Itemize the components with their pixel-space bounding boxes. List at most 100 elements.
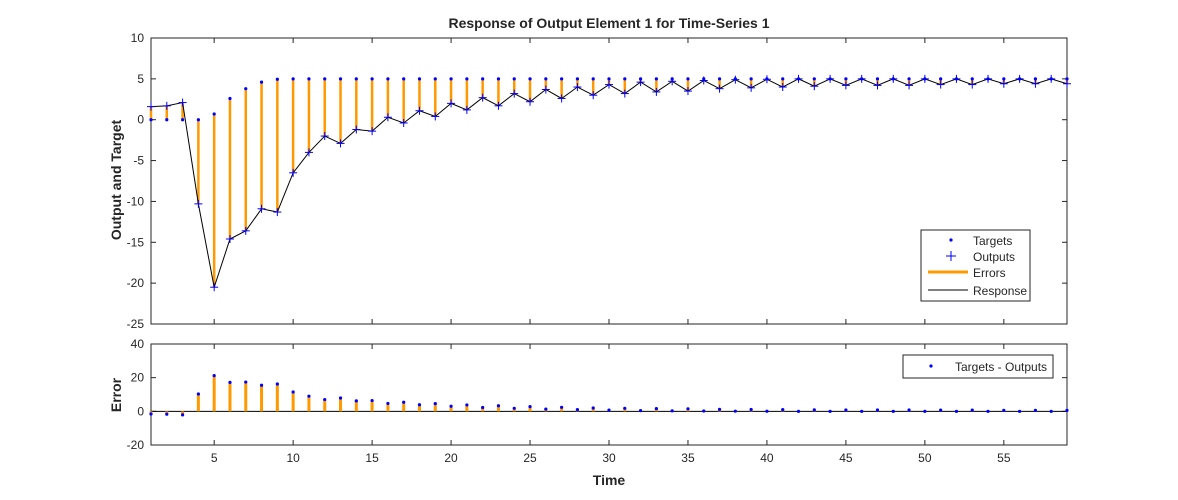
error-point xyxy=(481,405,485,410)
error-point xyxy=(939,408,943,412)
error-bar xyxy=(370,400,374,412)
error-bar xyxy=(228,382,232,412)
target-point xyxy=(638,77,643,81)
error-point xyxy=(433,401,437,406)
error-point xyxy=(465,403,469,407)
x-tick-label: 30 xyxy=(602,451,616,465)
output-marker xyxy=(162,101,171,110)
output-marker xyxy=(447,99,456,108)
error-bar xyxy=(433,403,437,412)
error-bar xyxy=(465,404,469,412)
output-marker xyxy=(510,89,519,98)
error-bar xyxy=(181,411,185,415)
output-marker xyxy=(747,83,756,92)
error-bar xyxy=(307,396,311,412)
output-marker xyxy=(241,226,250,235)
output-marker xyxy=(905,81,914,90)
legend-error-swatch xyxy=(929,364,933,368)
error-point xyxy=(165,412,169,416)
error-point xyxy=(496,404,501,408)
target-point xyxy=(307,77,311,81)
error-bar xyxy=(528,406,532,412)
error-point xyxy=(623,406,627,410)
error-point xyxy=(323,397,327,402)
target-point xyxy=(259,80,264,84)
error-point xyxy=(512,406,516,410)
y-tick-label-top: -10 xyxy=(127,194,145,208)
target-point xyxy=(654,77,658,81)
output-marker xyxy=(304,148,313,157)
error-point xyxy=(196,392,200,396)
y-tick-label-bottom: 0 xyxy=(137,404,144,418)
error-point xyxy=(796,409,801,413)
error-bar xyxy=(212,375,216,412)
error-point xyxy=(560,405,564,409)
target-point xyxy=(575,77,580,81)
target-point xyxy=(812,77,816,81)
output-marker xyxy=(225,235,234,244)
legend-box-top xyxy=(920,229,1031,302)
error-point xyxy=(702,409,706,413)
output-marker xyxy=(968,80,977,89)
output-marker xyxy=(415,106,424,115)
y-tick-label-bottom: 20 xyxy=(131,371,145,385)
output-marker xyxy=(589,91,598,100)
target-point xyxy=(607,77,611,81)
x-tick-label: 40 xyxy=(760,451,774,465)
output-marker xyxy=(399,118,408,127)
legend-bottom: Targets - Outputs xyxy=(902,354,1054,379)
legend-outputs-label: Outputs xyxy=(973,250,1015,264)
error-point xyxy=(1033,408,1038,412)
output-marker xyxy=(778,83,787,92)
y-tick-label-top: -5 xyxy=(133,154,144,168)
error-point xyxy=(860,409,864,413)
x-tick-label: 10 xyxy=(286,451,300,465)
error-point xyxy=(259,383,264,387)
error-point xyxy=(638,409,643,413)
error-point xyxy=(275,382,279,386)
legend-box-bottom xyxy=(902,354,1054,379)
x-tick-label: 45 xyxy=(839,451,853,465)
y-tick-label-top: -20 xyxy=(127,276,145,290)
target-point xyxy=(1002,77,1006,81)
y-ticks-top: -25 -20 -15 -10 -5 0 5 10 xyxy=(127,31,1067,331)
output-marker xyxy=(194,199,203,208)
error-bar xyxy=(402,402,406,412)
output-marker xyxy=(810,82,819,91)
error-point xyxy=(338,396,343,400)
target-point xyxy=(844,77,848,81)
error-point xyxy=(544,407,548,411)
output-marker xyxy=(936,80,945,89)
target-point xyxy=(891,77,895,81)
target-point xyxy=(970,77,974,81)
legend-response-label: Response xyxy=(973,284,1027,298)
target-point xyxy=(544,77,548,81)
error-point xyxy=(749,407,753,412)
output-marker xyxy=(1063,79,1071,88)
target-point xyxy=(165,118,169,122)
error-bar xyxy=(196,393,200,412)
error-bar xyxy=(275,383,279,412)
x-tick-label: 15 xyxy=(365,451,379,465)
error-point xyxy=(1002,408,1006,412)
output-marker xyxy=(462,105,471,114)
target-point xyxy=(370,77,374,81)
error-points xyxy=(149,374,1069,417)
error-point xyxy=(907,408,911,412)
y-axis-label-bottom: Error xyxy=(108,377,124,412)
error-point xyxy=(812,408,816,412)
y-tick-label-bottom: -20 xyxy=(127,438,145,452)
target-point xyxy=(212,112,216,116)
error-point xyxy=(891,409,895,413)
target-point xyxy=(291,77,295,81)
error-point xyxy=(717,407,722,411)
output-marker xyxy=(368,127,377,136)
error-point xyxy=(733,409,737,413)
legend-error-label: Targets - Outputs xyxy=(955,360,1047,374)
y-tick-label-top: 0 xyxy=(137,113,144,127)
output-marker xyxy=(605,80,613,89)
output-marker xyxy=(257,204,266,213)
target-point xyxy=(512,77,516,81)
x-tick-label: 20 xyxy=(444,451,458,465)
